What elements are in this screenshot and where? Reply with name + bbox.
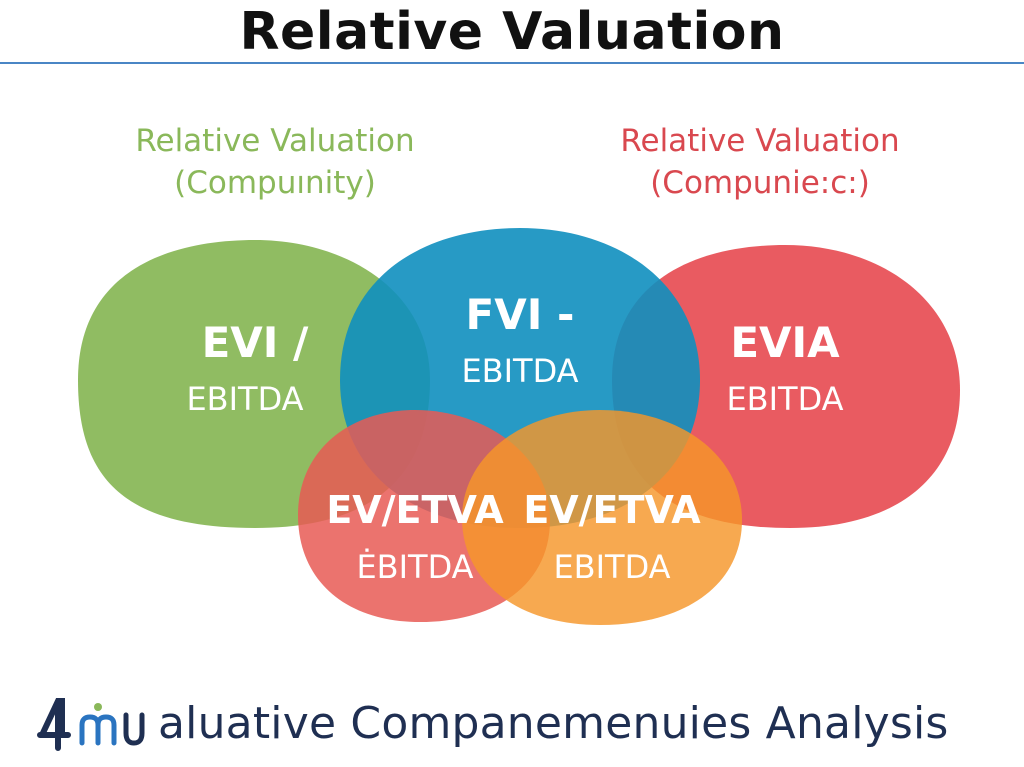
caption-left-line-1: Relative Valuation [135,123,415,159]
company-logo-icon [36,693,146,753]
circle-bottom-left-subtitle: ĖBITDA [356,548,474,586]
footer-title: aluative Companemenuies Analysis [158,697,949,749]
circle-center-subtitle: EBITDA [461,352,579,390]
circle-left-subtitle: EBITDA [186,380,304,418]
title-divider [0,62,1024,64]
circle-bottom-right-subtitle: EBITDA [553,548,671,586]
circle-left-heading: EVI / [201,318,309,367]
caption-left: Relative Valuation (Compuınity) [90,120,460,204]
caption-right: Relative Valuation (Compunie:c:) [580,120,940,204]
footer: aluative Companemenuies Analysis [36,688,996,758]
circle-right-heading: EVIA [730,318,840,367]
caption-left-line-2: (Compuınity) [174,165,376,201]
circle-bottom-right [462,410,742,625]
circle-bottom-right-heading: EV/ETVA [523,488,701,532]
circle-right-subtitle: EBITDA [726,380,844,418]
circle-center-heading: FVI - [465,290,575,339]
caption-right-line-1: Relative Valuation [620,123,900,159]
circle-bottom-left-heading: EV/ETVA [326,488,504,532]
page-title: Relative Valuation [239,2,785,62]
caption-right-line-2: (Compunie:c:) [650,165,870,201]
